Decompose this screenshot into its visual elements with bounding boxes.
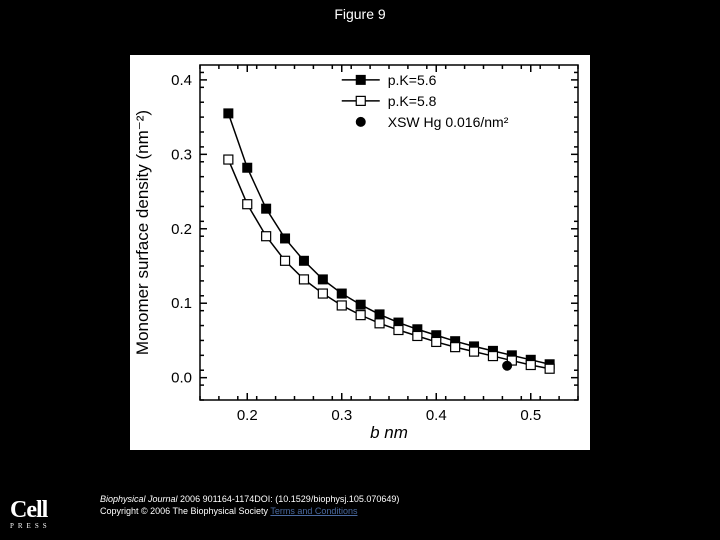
- citation-line2: Copyright © 2006 The Biophysical Society…: [100, 505, 399, 518]
- marker: [243, 163, 252, 172]
- terms-link[interactable]: Terms and Conditions: [270, 506, 357, 516]
- y-axis-label: Monomer surface density (nm⁻²): [133, 110, 152, 355]
- legend-label: p.K=5.6: [388, 72, 437, 88]
- y-tick-label: 0.3: [171, 146, 192, 163]
- citation-line1: Biophysical Journal 2006 901164-1174DOI:…: [100, 493, 399, 506]
- marker: [413, 331, 422, 340]
- marker: [224, 155, 233, 164]
- marker: [337, 289, 346, 298]
- marker: [337, 301, 346, 310]
- x-tick-label: 0.3: [331, 407, 352, 424]
- marker: [488, 352, 497, 361]
- marker: [318, 289, 327, 298]
- marker: [281, 234, 290, 243]
- legend-marker: [356, 75, 365, 84]
- y-tick-label: 0.1: [171, 295, 192, 312]
- logo-sub: PRESS: [10, 522, 51, 530]
- marker: [451, 343, 460, 352]
- marker: [375, 319, 384, 328]
- marker: [503, 361, 512, 370]
- marker: [262, 204, 271, 213]
- y-tick-label: 0.0: [171, 370, 192, 387]
- citation-details: 2006 901164-1174DOI: (10.1529/biophysj.1…: [178, 494, 400, 504]
- marker: [356, 300, 365, 309]
- legend-marker: [356, 117, 365, 126]
- marker: [262, 232, 271, 241]
- chart-container: 0.2 0.3 0.4 0.5 0.0 0.1 0.2 0.3 0.4 b nm Monomer s…: [130, 55, 590, 450]
- journal-name: Biophysical Journal: [100, 494, 178, 504]
- marker: [243, 200, 252, 209]
- y-tick-label: 0.4: [171, 72, 192, 89]
- x-tick-label: 0.4: [426, 407, 447, 424]
- copyright-text: Copyright © 2006 The Biophysical Society: [100, 506, 270, 516]
- marker: [281, 256, 290, 265]
- marker: [356, 311, 365, 320]
- citation-footer: Biophysical Journal 2006 901164-1174DOI:…: [100, 493, 399, 518]
- marker: [545, 364, 554, 373]
- marker: [299, 275, 308, 284]
- marker: [470, 347, 479, 356]
- legend-label: p.K=5.8: [388, 93, 437, 109]
- series-line-p.K=5.8: [228, 160, 549, 369]
- marker: [526, 361, 535, 370]
- legend-label: XSW Hg 0.016/nm²: [388, 114, 509, 130]
- marker: [299, 256, 308, 265]
- chart-svg: 0.2 0.3 0.4 0.5 0.0 0.1 0.2 0.3 0.4 b nm Monomer s…: [130, 55, 590, 450]
- marker: [224, 109, 233, 118]
- legend-marker: [356, 96, 365, 105]
- marker: [318, 275, 327, 284]
- marker: [394, 326, 403, 335]
- marker: [375, 310, 384, 319]
- marker: [432, 337, 441, 346]
- publisher-logo: Cell PRESS: [10, 497, 51, 530]
- x-tick-label: 0.5: [520, 407, 541, 424]
- logo-main: Cell: [10, 497, 51, 524]
- x-tick-label: 0.2: [237, 407, 258, 424]
- x-axis-label: b nm: [370, 423, 408, 442]
- y-tick-label: 0.2: [171, 221, 192, 238]
- figure-title: Figure 9: [0, 6, 720, 22]
